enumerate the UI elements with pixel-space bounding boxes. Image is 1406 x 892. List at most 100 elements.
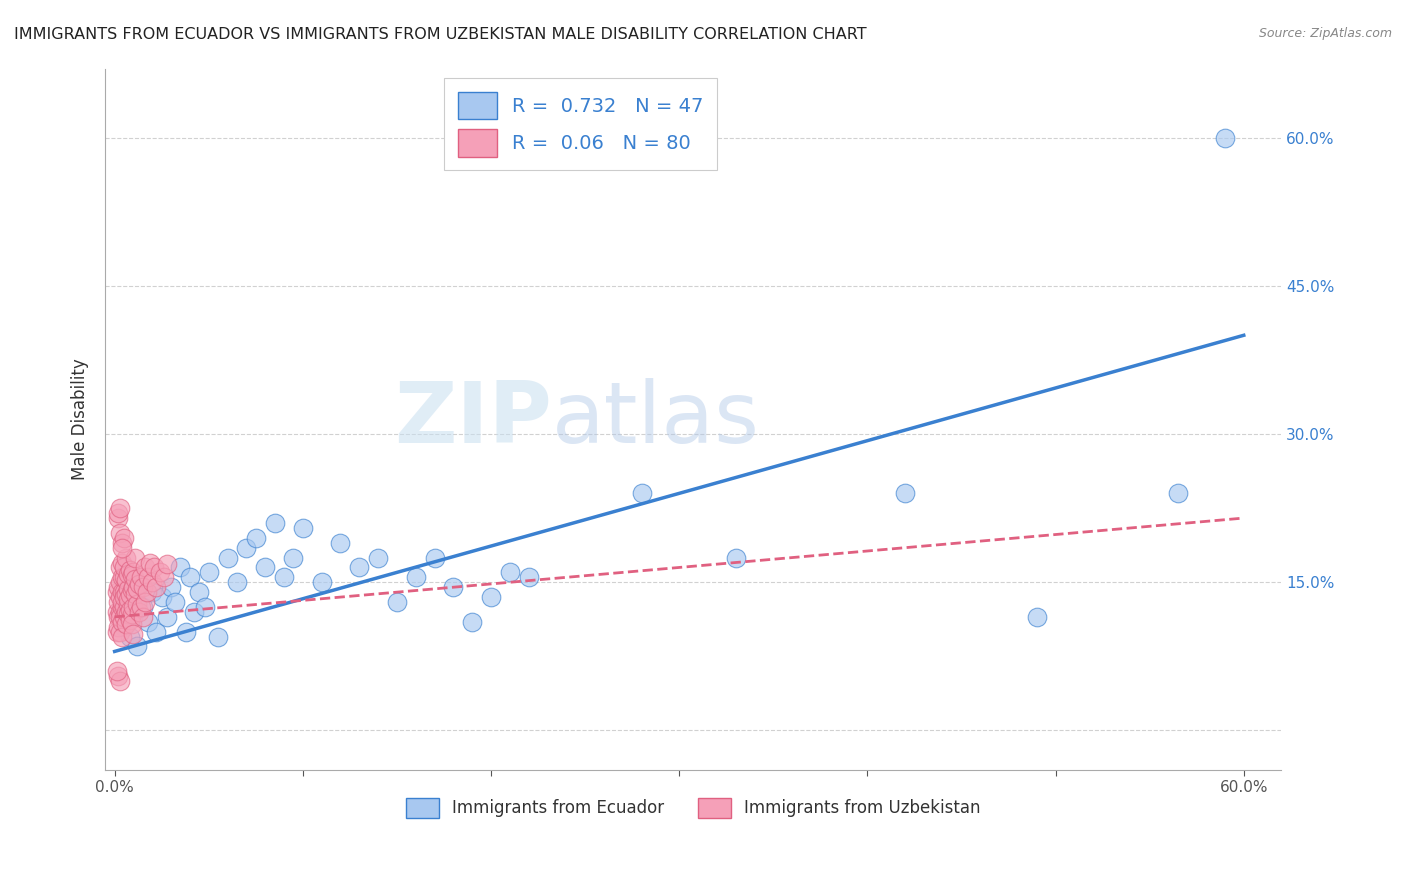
Point [110,525,132,540]
Point [1025,610,1047,624]
Point [121,583,143,598]
Point [197,566,219,580]
Point [121,616,143,631]
Point [118,630,141,644]
Point [122,626,145,640]
Point [132,580,155,594]
Point [132,610,155,624]
Point [122,599,145,614]
Point [112,560,135,574]
Point [110,674,132,689]
Point [115,574,138,588]
Point [291,521,314,535]
Point [121,607,143,621]
Point [105,624,128,639]
Point [122,580,145,594]
Point [115,587,138,601]
Point [110,605,132,619]
Point [329,535,352,549]
Point [107,620,129,634]
Point [145,624,167,639]
Point [188,585,211,599]
Point [121,568,143,582]
Point [169,560,191,574]
Point [118,588,141,602]
Point [105,605,128,619]
Point [112,620,135,634]
Point [311,575,333,590]
Point [105,664,128,678]
Point [118,603,141,617]
Point [207,630,229,644]
Point [143,560,166,574]
Point [128,577,150,591]
Point [141,575,163,590]
Point [112,610,135,624]
Legend: Immigrants from Ecuador, Immigrants from Uzbekistan: Immigrants from Ecuador, Immigrants from… [399,791,987,825]
Point [479,590,502,604]
Point [183,605,205,619]
Point [115,605,138,619]
Point [156,558,179,572]
Point [127,597,149,611]
Point [441,580,464,594]
Point [107,595,129,609]
Point [105,585,128,599]
Point [894,486,917,500]
Point [110,501,132,516]
Point [117,592,139,607]
Point [107,506,129,520]
Point [107,511,129,525]
Point [112,570,135,584]
Point [499,566,522,580]
Point [517,570,540,584]
Point [149,566,172,580]
Point [111,585,134,599]
Point [118,613,141,627]
Point [132,599,155,614]
Point [110,575,132,590]
Point [156,610,179,624]
Point [115,550,138,565]
Text: atlas: atlas [553,377,761,461]
Point [135,585,157,599]
Point [117,567,139,582]
Point [461,615,484,629]
Point [124,587,146,601]
Point [112,531,135,545]
Point [111,556,134,570]
Point [127,582,149,597]
Point [179,570,201,584]
Point [127,640,149,654]
Point [138,570,160,584]
Point [263,516,285,530]
Point [112,585,135,599]
Point [117,607,139,621]
Point [150,590,173,604]
Point [226,575,249,590]
Point [111,630,134,644]
Text: ZIP: ZIP [395,377,553,461]
Point [112,590,135,604]
Point [367,550,389,565]
Point [107,610,129,624]
Point [110,590,132,604]
Point [139,556,162,570]
Point [1213,130,1236,145]
Point [111,570,134,584]
Point [124,572,146,586]
Point [134,595,156,609]
Point [129,599,152,614]
Point [349,560,371,574]
Point [115,616,138,631]
Point [423,550,446,565]
Point [118,563,141,577]
Point [174,624,197,639]
Text: Source: ZipAtlas.com: Source: ZipAtlas.com [1258,27,1392,40]
Point [724,550,747,565]
Point [1167,486,1189,500]
Point [122,610,145,624]
Point [111,535,134,549]
Point [134,560,156,574]
Point [110,560,132,574]
